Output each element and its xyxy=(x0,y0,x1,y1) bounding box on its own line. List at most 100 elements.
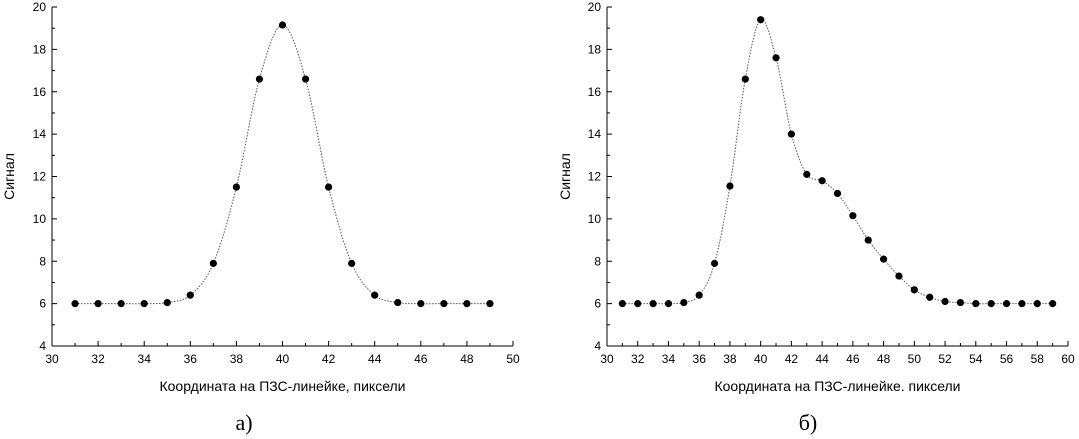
x-tick-label: 48 xyxy=(877,352,891,366)
data-point xyxy=(649,300,657,308)
y-tick-label: 20 xyxy=(33,0,47,14)
x-tick-label: 38 xyxy=(723,352,737,366)
data-point xyxy=(787,130,796,138)
data-point xyxy=(255,75,264,83)
x-tick-label: 32 xyxy=(91,352,105,366)
data-point xyxy=(618,300,626,308)
x-tick-label: 34 xyxy=(662,352,676,366)
y-tick-label: 4 xyxy=(39,339,46,353)
y-tick-label: 16 xyxy=(588,85,602,99)
x-tick-label: 32 xyxy=(631,352,645,366)
x-axis-title: Координата на ПЗС-линейке, пиксели xyxy=(159,378,405,394)
y-tick-label: 12 xyxy=(33,170,47,184)
y-tick-label: 8 xyxy=(594,254,601,268)
x-tick-label: 52 xyxy=(938,352,952,366)
data-point xyxy=(634,300,642,308)
data-point xyxy=(463,300,471,308)
x-tick-label: 34 xyxy=(138,352,152,366)
y-tick-label: 20 xyxy=(588,0,602,14)
x-tick-label: 46 xyxy=(414,352,428,366)
data-point xyxy=(941,297,949,306)
data-point xyxy=(186,291,194,299)
data-point xyxy=(772,54,780,62)
data-point xyxy=(417,300,425,308)
data-point xyxy=(209,259,217,267)
x-tick-label: 46 xyxy=(846,352,860,366)
x-tick-label: 54 xyxy=(969,352,983,366)
x-tick-label: 30 xyxy=(600,352,614,366)
y-tick-label: 18 xyxy=(588,42,602,56)
data-point xyxy=(232,183,240,191)
data-point xyxy=(163,298,171,307)
data-point xyxy=(910,286,918,294)
data-point xyxy=(818,177,826,185)
data-point xyxy=(71,300,79,308)
x-tick-label: 44 xyxy=(368,352,382,366)
data-point xyxy=(325,183,333,191)
data-point xyxy=(833,189,842,198)
x-tick-label: 50 xyxy=(506,352,520,366)
x-tick-label: 30 xyxy=(45,352,59,366)
x-tick-label: 42 xyxy=(322,352,336,366)
data-point xyxy=(1033,300,1041,308)
y-tick-label: 16 xyxy=(33,85,47,99)
data-point xyxy=(371,291,379,299)
data-point xyxy=(1002,300,1011,308)
x-tick-label: 40 xyxy=(754,352,768,366)
data-point xyxy=(956,298,965,307)
data-point xyxy=(972,300,980,308)
data-point xyxy=(880,255,888,263)
y-tick-label: 14 xyxy=(588,127,602,141)
data-point xyxy=(803,170,811,178)
data-point xyxy=(741,75,749,83)
x-tick-label: 40 xyxy=(276,352,290,366)
data-point xyxy=(94,300,102,308)
x-tick-label: 36 xyxy=(184,352,198,366)
data-point xyxy=(440,300,448,308)
x-tick-label: 48 xyxy=(460,352,474,366)
y-tick-label: 6 xyxy=(594,297,601,311)
data-point xyxy=(117,300,125,308)
x-tick-label: 38 xyxy=(230,352,244,366)
x-tick-label: 44 xyxy=(815,352,829,366)
fit-curve xyxy=(75,24,490,305)
data-point xyxy=(757,16,765,24)
data-point xyxy=(348,259,356,267)
x-tick-label: 58 xyxy=(1031,352,1045,366)
data-point xyxy=(895,272,903,280)
data-point xyxy=(664,300,673,308)
data-point xyxy=(301,75,310,83)
y-tick-label: 12 xyxy=(588,170,602,184)
x-tick-label: 60 xyxy=(1061,352,1075,366)
data-point xyxy=(710,259,719,267)
data-point xyxy=(726,182,734,190)
fit-curve xyxy=(622,19,1053,305)
data-point xyxy=(864,236,872,244)
y-tick-label: 18 xyxy=(33,42,47,56)
x-tick-label: 42 xyxy=(785,352,799,366)
data-point xyxy=(987,300,995,308)
y-tick-label: 14 xyxy=(33,127,47,141)
data-point xyxy=(849,212,857,220)
x-tick-label: 50 xyxy=(908,352,922,366)
y-tick-label: 6 xyxy=(39,297,46,311)
x-tick-label: 56 xyxy=(1000,352,1014,366)
data-point xyxy=(140,300,148,308)
data-point xyxy=(394,298,402,307)
x-tick-label: 36 xyxy=(693,352,707,366)
data-point xyxy=(1049,300,1057,308)
data-point xyxy=(486,300,494,308)
y-tick-label: 10 xyxy=(33,212,47,226)
panel-label: б) xyxy=(799,410,818,435)
y-tick-label: 8 xyxy=(39,254,46,268)
chart-panel-1: 30 32 34 36 38 40 42 44 46 48 50468101214161820Коо… xyxy=(1,0,520,435)
y-tick-label: 4 xyxy=(594,339,601,353)
y-tick-label: 10 xyxy=(588,212,602,226)
data-point xyxy=(926,293,934,301)
x-axis-title: Координата на ПЗС-линейке. пиксели xyxy=(714,378,960,394)
chart-panel-2: 30 32 34 36 38 40 42 44 46 48 50 52 54 56 58 6046810121… xyxy=(557,0,1075,435)
data-point xyxy=(278,21,287,29)
data-point xyxy=(695,291,703,299)
data-point xyxy=(1018,300,1026,308)
